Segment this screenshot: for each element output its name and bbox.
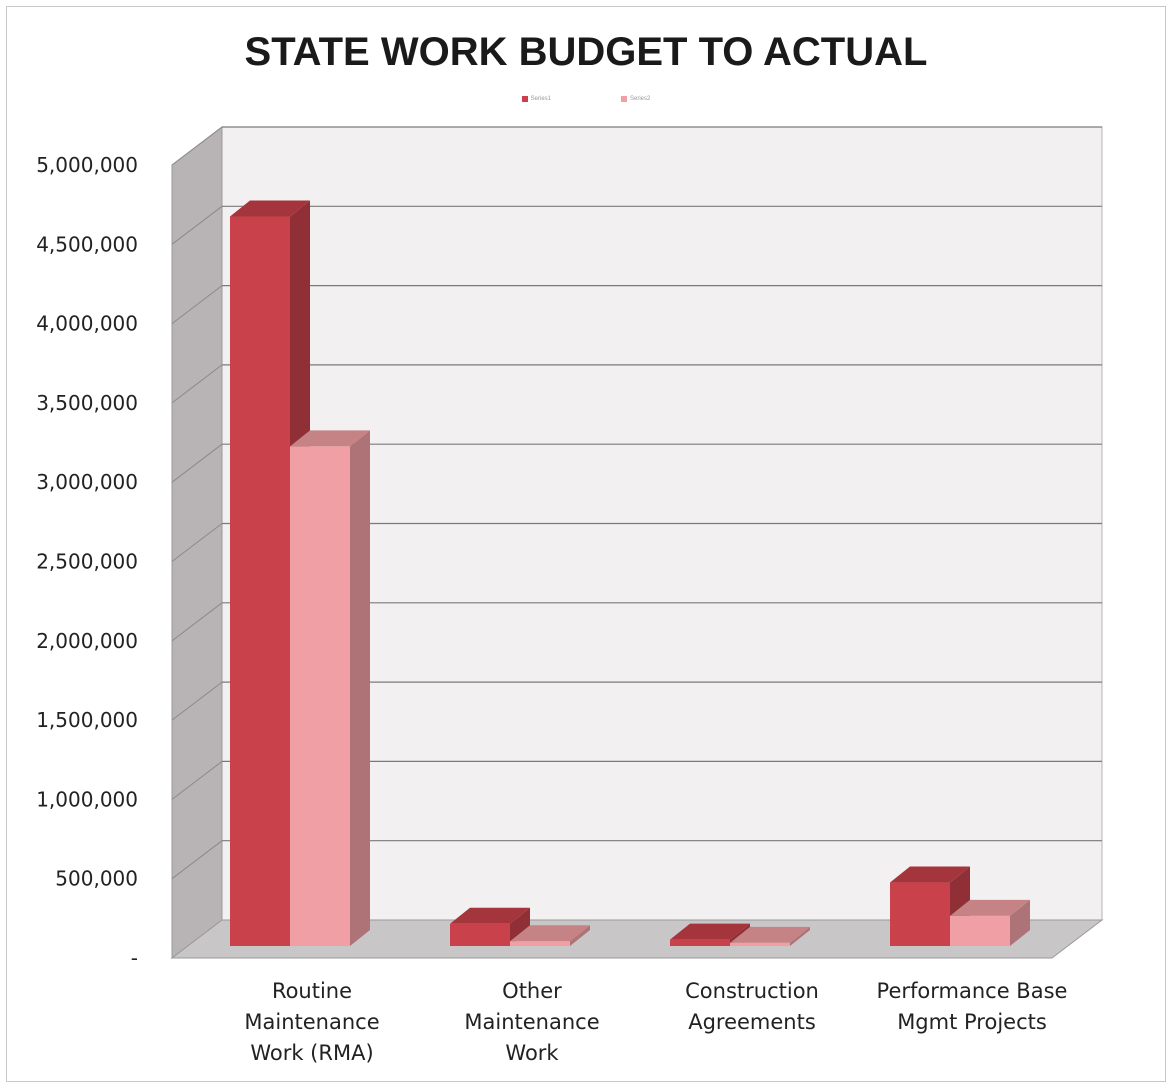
bar-series2-cat2-top xyxy=(510,925,590,942)
bar-series1-cat2-top xyxy=(450,907,530,924)
legend: Series1 Series2 xyxy=(0,92,1172,106)
x-category-label: Construction Agreements xyxy=(685,979,819,1034)
x-category-label-line: Work xyxy=(505,1041,559,1065)
bar-series1-cat2 xyxy=(450,923,510,946)
x-category-label-line: Agreements xyxy=(688,1010,816,1034)
bar-series1-cat4 xyxy=(890,882,950,946)
x-category-label-line: Maintenance xyxy=(464,1010,599,1034)
gridline-side xyxy=(171,761,223,800)
chart-title: STATE WORK BUDGET TO ACTUAL xyxy=(244,30,928,74)
y-tick-label: 1,000,000 xyxy=(36,787,138,811)
y-tick-label: 1,500,000 xyxy=(36,708,138,732)
y-tick-label: 4,500,000 xyxy=(36,232,138,256)
y-tick-label: 500,000 xyxy=(55,867,138,891)
bar-series2-cat4-top xyxy=(950,899,1030,916)
x-category-label-line: Performance Base xyxy=(877,979,1068,1003)
gridline-side xyxy=(171,840,223,880)
x-category-label: Other Maintenance Work xyxy=(464,979,599,1065)
y-tick-label: 4,000,000 xyxy=(36,312,138,336)
gridline-side xyxy=(171,443,223,483)
gridline-side xyxy=(171,285,223,324)
x-category-label-line: Other xyxy=(502,979,562,1003)
x-category-label-line: Maintenance xyxy=(244,1010,379,1034)
y-tick-label: 3,500,000 xyxy=(36,391,138,415)
gridline-side xyxy=(171,205,223,245)
bar-series2-cat3-top xyxy=(730,926,810,943)
bar-series2-cat2-side xyxy=(570,925,590,946)
legend-swatch-series1 xyxy=(521,96,528,102)
legend-label-series2: Series2 xyxy=(630,96,651,102)
y-tick-label: 3,000,000 xyxy=(36,470,138,494)
x-category-label: Performance Base Mgmt Projects xyxy=(877,979,1068,1034)
y-tick-label: 2,000,000 xyxy=(36,629,138,653)
gridline-side xyxy=(171,523,223,562)
bar-series1-cat2-side xyxy=(510,907,530,946)
legend-item-series1: Series1 xyxy=(521,96,551,102)
y-tick-label: 2,500,000 xyxy=(36,550,138,574)
bar-series2-cat1-top xyxy=(290,430,370,447)
bar-series2-cat4 xyxy=(950,915,1010,946)
bar-series2-cat1 xyxy=(290,446,350,946)
bar-series1-cat1 xyxy=(230,216,290,946)
legend-swatch-series2 xyxy=(621,96,627,102)
x-category-label: Routine Maintenance Work (RMA) xyxy=(244,979,379,1065)
gridline-side xyxy=(171,681,223,721)
bar-series1-cat4-top xyxy=(890,866,970,883)
gridline-side xyxy=(171,126,223,166)
bar-series1-cat1-top xyxy=(230,200,310,217)
bar-series2-cat3 xyxy=(730,942,790,946)
x-category-label-line: Mgmt Projects xyxy=(897,1010,1047,1034)
bar-series2-cat1-side xyxy=(350,430,370,946)
legend-item-series2: Series2 xyxy=(621,96,650,102)
legend-label-series1: Series1 xyxy=(530,96,551,102)
x-category-label-line: Work (RMA) xyxy=(250,1041,373,1065)
bar-series2-cat4-side xyxy=(1010,899,1030,946)
bar-series1-cat3 xyxy=(670,939,730,946)
bar-series2-cat2 xyxy=(510,941,570,946)
x-category-label-line: Routine xyxy=(272,979,352,1003)
gridline-side xyxy=(171,602,223,642)
bar-series1-cat3-top xyxy=(670,923,750,940)
x-category-label-line: Construction xyxy=(685,979,819,1003)
gridline-side xyxy=(171,364,223,404)
y-tick-label: - xyxy=(131,946,138,970)
floor xyxy=(170,919,1104,959)
y-tick-label: 5,000,000 xyxy=(36,153,138,177)
bar-series2-cat3-side xyxy=(790,926,810,946)
